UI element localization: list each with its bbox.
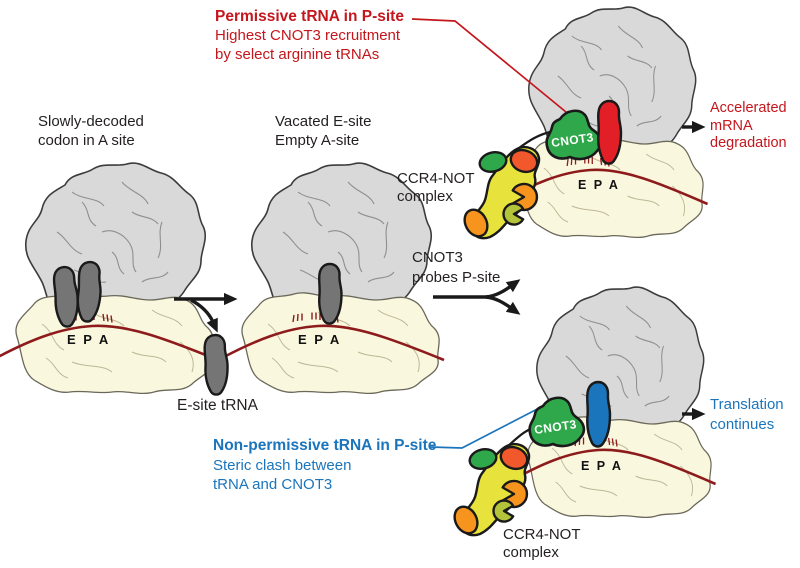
nonpermissive-leader-line: [429, 402, 550, 449]
arrow-esite-trna-exit: [190, 298, 218, 333]
permissive-callout-line1: Highest CNOT3 recruitment: [215, 27, 401, 44]
cnot3-badge-top: CNOT3: [550, 130, 594, 150]
arrow-probe-down: [485, 295, 521, 315]
ccr4not-top-line2: complex: [397, 187, 453, 205]
nonpermissive-callout-line1: Steric clash between: [213, 456, 352, 474]
translation-line2: continues: [710, 415, 775, 433]
cnot3-shape: [545, 109, 603, 161]
ccr4not-bottom-line1: CCR4-NOT: [503, 526, 581, 543]
site-labels-epa-2: E P A: [298, 332, 341, 347]
degradation-line3: degradation: [710, 135, 787, 151]
esite-trna-label: E-site tRNA: [177, 396, 258, 415]
permissive-leader-line: [411, 18, 567, 113]
trna-e-site-exiting: [202, 333, 230, 397]
ccr4not-bottom-line2: complex: [503, 543, 559, 561]
permissive-callout-title: Permissive tRNA in P-site: [215, 8, 404, 25]
ribosome-nonpermissive: [507, 285, 717, 519]
translation-line1: Translation: [710, 396, 784, 413]
cnot3-blob-nonpermissive: CNOT3: [528, 396, 586, 448]
permissive-callout-line2: by select arginine tRNAs: [215, 46, 380, 63]
ccr4not-label-bottom: CCR4-NOT complex: [503, 526, 581, 561]
trna-p-site-permissive-red: [596, 99, 623, 165]
ccr4not-complex-bottom: [448, 442, 532, 539]
outcome-degradation-label: Accelerated mRNA degradation: [710, 100, 787, 153]
probe-line1: CNOT3: [412, 249, 463, 266]
slow-decoded-line2: codon in A site: [38, 132, 135, 149]
ccr4not-cnot3-tether-top: [518, 130, 551, 149]
slow-decoded-line1: Slowly-decoded: [38, 113, 144, 130]
trna-p-site-nonpermissive-blue: [585, 380, 612, 448]
vacated-line2: Empty A-site: [275, 132, 360, 149]
cnot3-shape: [528, 396, 586, 448]
nonpermissive-callout-line2: tRNA and CNOT3: [213, 476, 333, 493]
panel-label-slow-decoded: Slowly-decoded codon in A site: [38, 112, 144, 150]
site-labels-epa-4: E P A: [581, 459, 623, 473]
ccr4not-label-top: CCR4-NOT complex: [397, 170, 475, 205]
degradation-line1: Accelerated: [710, 100, 787, 116]
nonpermissive-callout: Non-permissive tRNA in P-site Steric cla…: [213, 436, 436, 495]
cnot3-probes-label: CNOT3 probes P-site: [412, 248, 500, 288]
site-labels-epa-1: E P A: [67, 332, 110, 347]
cnot3-badge-bottom: CNOT3: [533, 417, 577, 437]
vacated-line1: Vacated E-site: [275, 113, 372, 130]
ccr4not-top-line1: CCR4-NOT: [397, 170, 475, 187]
cnot3-blob-permissive: CNOT3: [545, 109, 603, 161]
outcome-translation-label: Translation continues: [710, 395, 784, 434]
probe-line2: probes P-site: [412, 269, 501, 286]
site-labels-epa-3: E P A: [578, 178, 620, 192]
esite-trna-text: E-site tRNA: [177, 397, 258, 414]
nonpermissive-callout-title: Non-permissive tRNA in P-site: [213, 437, 437, 454]
ribosome-slow-decoding: [0, 161, 220, 395]
panel-label-vacated: Vacated E-site Empty A-site: [275, 112, 371, 150]
permissive-callout: Permissive tRNA in P-site Highest CNOT3 …: [215, 7, 404, 64]
trna-p-site-gray-2: [317, 262, 343, 325]
degradation-line2: mRNA: [710, 117, 753, 134]
